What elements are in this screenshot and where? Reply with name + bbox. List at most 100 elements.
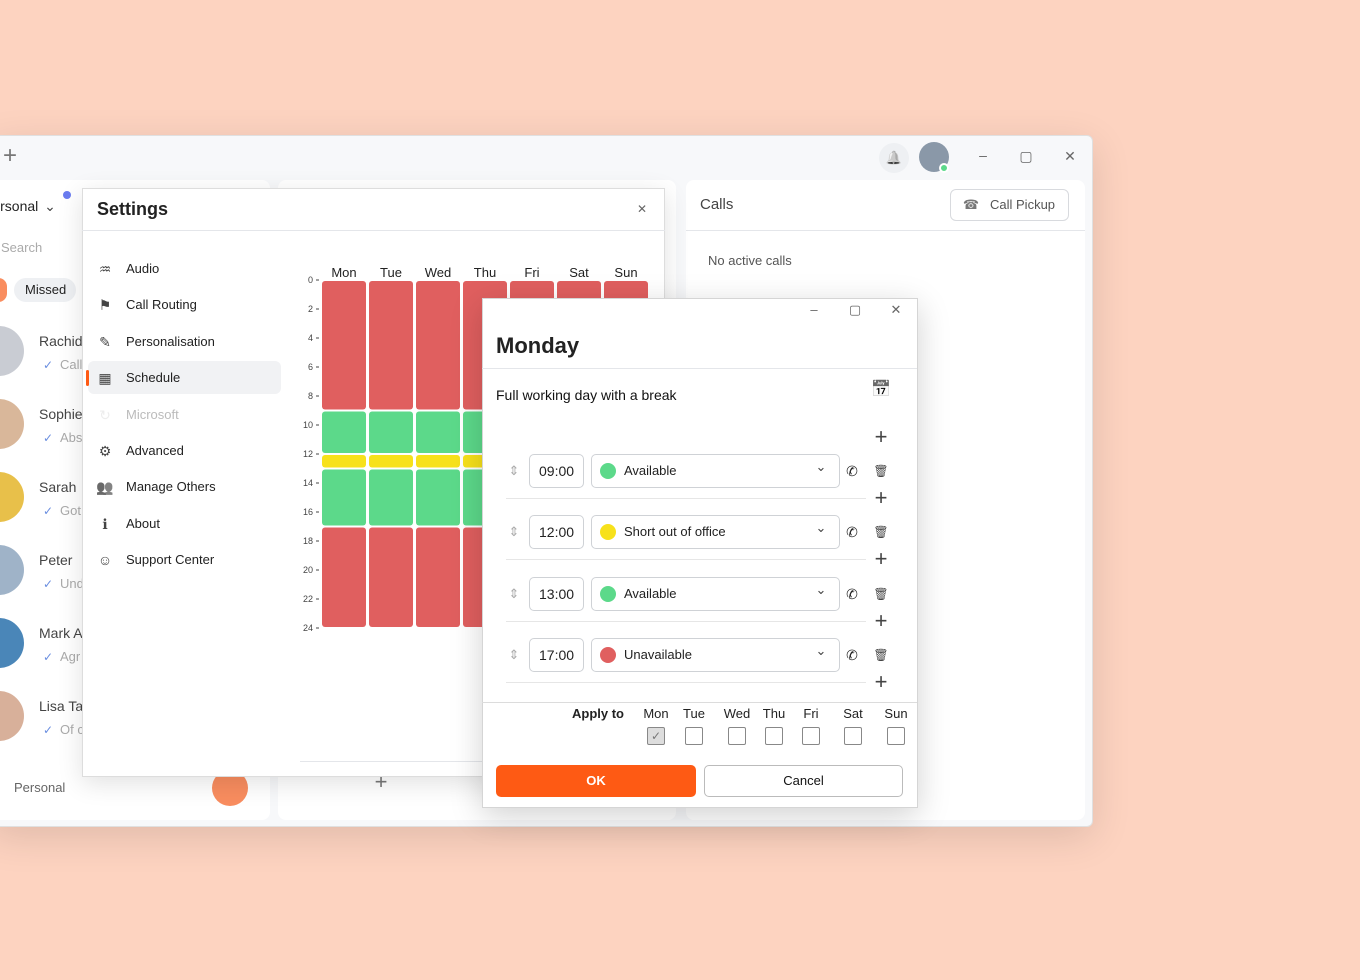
selected-bar — [86, 370, 89, 387]
status-select[interactable] — [591, 515, 840, 550]
apply-label: Apply to — [572, 706, 624, 721]
checkbox[interactable] — [728, 727, 746, 745]
call-pickup[interactable] — [950, 189, 1069, 221]
calls-title: Calls — [700, 196, 734, 213]
time-input[interactable] — [529, 454, 584, 488]
forward-call[interactable]: ✆ — [846, 646, 858, 663]
checkbox[interactable] — [844, 727, 862, 745]
status-select[interactable] — [591, 576, 840, 611]
divider — [482, 368, 917, 369]
status-select[interactable] — [591, 637, 840, 672]
status-icon: ✓ — [42, 504, 54, 518]
checkbox[interactable] — [887, 727, 905, 745]
time-input[interactable] — [529, 515, 584, 550]
select-chevron[interactable]: ⌄ — [815, 520, 827, 536]
new-button[interactable]: + — [2, 142, 17, 169]
contact-name[interactable]: Peter — [39, 552, 73, 568]
add-row[interactable]: + — [874, 607, 888, 633]
chevron[interactable]: ⌄ — [44, 198, 56, 214]
menu-item[interactable]: Support Center — [126, 552, 215, 568]
add-row[interactable]: + — [874, 668, 888, 694]
dialog-close[interactable]: ✕ — [890, 302, 902, 317]
menu-item[interactable]: Audio — [126, 261, 160, 276]
status-dot — [600, 524, 616, 541]
reorder[interactable]: ⇕ — [508, 646, 520, 662]
contact-name[interactable]: Sarah — [39, 479, 77, 495]
menu-icon: ⚑ — [98, 297, 112, 314]
time-value: 17:00 — [539, 646, 575, 663]
menu-icon: 👥 — [96, 479, 114, 496]
bell[interactable]: 🔔 — [885, 150, 903, 165]
delete[interactable]: 🗑 — [873, 586, 889, 601]
time-input[interactable] — [529, 576, 584, 611]
call-pickup-label: Call Pickup — [990, 197, 1056, 212]
dialog-minimize[interactable]: – — [810, 302, 818, 317]
apply-day: Sat — [843, 706, 863, 721]
contact-name[interactable]: Sophie — [39, 406, 83, 422]
dialog-maximize[interactable]: ▢ — [848, 302, 862, 317]
time-input[interactable] — [529, 637, 584, 672]
contact-preview: Of c — [60, 722, 84, 737]
status-select[interactable] — [591, 454, 840, 488]
selected-item — [88, 361, 281, 395]
forward-call[interactable]: ✆ — [846, 463, 858, 479]
schedule-block — [322, 281, 366, 410]
contact-preview: Agr — [60, 649, 81, 664]
dialog — [482, 298, 918, 808]
reorder[interactable]: ⇕ — [508, 524, 520, 540]
cancel-button[interactable] — [704, 765, 903, 797]
footer-account[interactable]: Personal — [14, 780, 66, 795]
contact-name[interactable]: Rachid — [39, 333, 83, 349]
schedule-block — [369, 469, 413, 526]
forward-call[interactable]: ✆ — [846, 585, 858, 602]
notifications[interactable] — [879, 143, 909, 173]
status-dot — [600, 463, 616, 479]
delete[interactable]: 🗑 — [873, 647, 889, 662]
delete[interactable]: 🗑 — [873, 464, 889, 478]
edit-calendar[interactable]: 📅 — [871, 381, 891, 398]
checkbox[interactable]: ✓ — [647, 727, 665, 745]
settings-close[interactable]: ✕ — [636, 202, 648, 216]
reorder[interactable]: ⇕ — [508, 585, 520, 601]
forward-call[interactable]: ✆ — [846, 524, 858, 541]
hour-label: 22 — [303, 594, 313, 604]
status-label: Available — [624, 585, 677, 601]
reorder[interactable]: ⇕ — [508, 463, 520, 478]
filter-label: Missed — [25, 282, 67, 297]
checkbox[interactable] — [802, 727, 820, 745]
dialog-description: Full working day with a break — [496, 387, 677, 403]
settings-title: Settings — [97, 199, 169, 219]
menu-item[interactable]: Manage Others — [126, 479, 216, 495]
close[interactable]: ✕ — [1064, 148, 1076, 164]
account-select[interactable]: Personal — [0, 198, 39, 214]
select-chevron[interactable]: ⌄ — [815, 459, 827, 474]
menu-item[interactable]: Schedule — [126, 370, 181, 386]
select-chevron[interactable]: ⌄ — [815, 581, 827, 597]
day-label: Fri — [524, 265, 539, 280]
filter-chip[interactable] — [14, 278, 76, 302]
empty-state: No active calls — [708, 253, 792, 268]
maximize[interactable]: ▢ — [1019, 148, 1033, 164]
schedule-block — [416, 455, 460, 468]
menu-item[interactable]: Call Routing — [126, 297, 197, 313]
menu-item[interactable]: Advanced — [126, 443, 184, 458]
contact-name[interactable]: Mark A — [39, 625, 83, 641]
divider — [82, 230, 665, 231]
add-row[interactable]: + — [874, 424, 888, 449]
ok-label: OK — [586, 773, 606, 788]
menu-item[interactable]: Personalisation — [126, 333, 215, 349]
checkbox[interactable] — [685, 727, 703, 745]
add-row[interactable]: + — [874, 546, 888, 572]
status-icon: ✓ — [42, 650, 54, 664]
checkbox[interactable] — [765, 727, 783, 745]
ok-button[interactable] — [496, 765, 696, 797]
menu-icon: ▦ — [98, 370, 112, 387]
contact-name[interactable]: Lisa Ta — [39, 698, 84, 714]
add-row[interactable]: + — [874, 485, 888, 510]
delete[interactable]: 🗑 — [873, 525, 889, 540]
schedule-block — [416, 411, 460, 453]
menu-item[interactable]: About — [126, 515, 160, 531]
minimize[interactable]: – — [979, 147, 987, 163]
select-chevron[interactable]: ⌄ — [815, 642, 827, 658]
